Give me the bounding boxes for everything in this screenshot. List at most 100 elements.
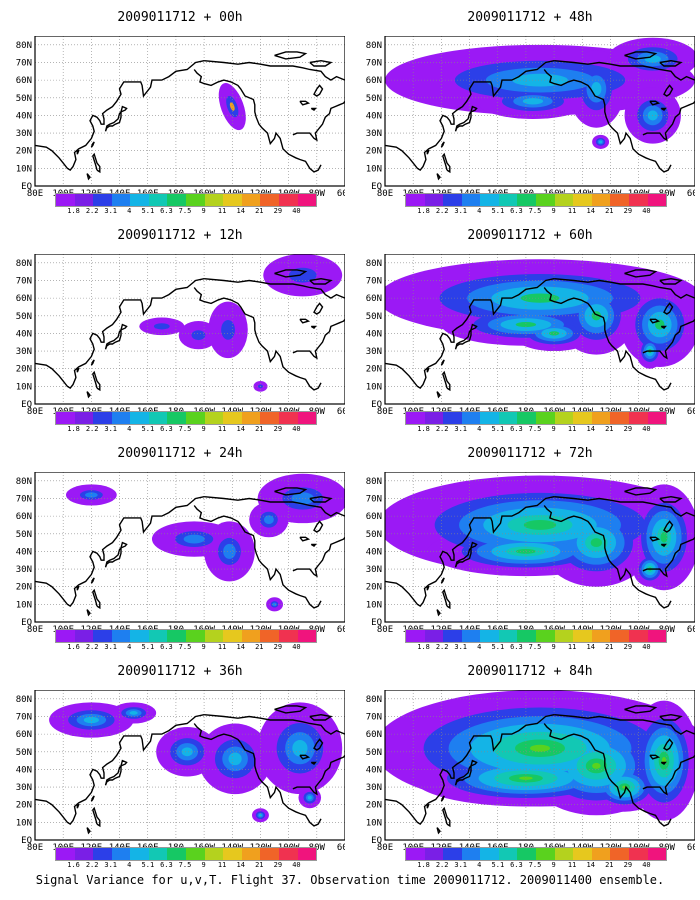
- colorbar-swatch: [647, 630, 667, 642]
- colorbar-swatch: [186, 848, 205, 860]
- coastline: [86, 609, 91, 617]
- coastline: [642, 754, 695, 796]
- colorbar-swatch: [223, 412, 242, 424]
- colorbar-tick-label: 29: [623, 643, 633, 651]
- colorbar-ticks: 1.8 2.2 3.1 4 5.1 6.3 7.5 9 11 14 21 29 40: [405, 643, 665, 653]
- coastline: [309, 59, 333, 67]
- longitude-label: 100W: [278, 843, 300, 850]
- coastline: [76, 367, 80, 373]
- coastline: [86, 173, 91, 181]
- latitude-label: 60N: [16, 76, 32, 86]
- field-contour: [530, 744, 550, 752]
- coastline: [35, 496, 205, 608]
- colorbar-swatch: [406, 848, 425, 860]
- coastline: [313, 738, 324, 751]
- colorbar-ticks: 1.6 2.2 3.1 4 5.1 6.3 7.5 9 11 14 21 29 40: [55, 861, 315, 871]
- coastline: [299, 536, 311, 542]
- colorbar-tick-label: 11: [567, 207, 577, 215]
- coastline: [193, 287, 322, 391]
- colorbar-tick-label: 6.3: [510, 861, 523, 869]
- panel-title: 2009011712 + 36h: [117, 664, 243, 679]
- longitude-label: 60W: [337, 189, 345, 196]
- latitude-label: 40N: [366, 765, 382, 775]
- colorbar-tick-label: 1.8: [417, 643, 430, 651]
- longitude-label: 60W: [337, 625, 345, 632]
- colorbar-tick-label: 9: [551, 643, 556, 651]
- colorbar-tick-label: 21: [605, 643, 614, 651]
- longitude-label: 160E: [487, 843, 509, 850]
- colorbar-swatch: [297, 848, 317, 860]
- longitude-label: 60W: [337, 843, 345, 850]
- latitude-label: 30N: [366, 347, 382, 357]
- panel-title: 2009011712 + 48h: [467, 10, 593, 25]
- latitude-label: 40N: [366, 547, 382, 557]
- coastline: [454, 546, 472, 568]
- longitude-label: 120W: [250, 625, 272, 632]
- longitude-label: 140W: [221, 189, 243, 196]
- latitude-label: 20N: [16, 583, 32, 593]
- colorbar-tick-label: 29: [273, 643, 283, 651]
- coastline: [442, 588, 451, 610]
- map-frame: [34, 254, 345, 405]
- latitude-label: 70N: [16, 712, 32, 722]
- longitude-label: 80E: [377, 843, 393, 850]
- colorbar-tick-label: 9: [201, 861, 206, 869]
- colorbar-ticks: 1.6 2.2 3.1 4 5.1 6.3 7.5 9 11 14 21 29 40: [55, 643, 315, 653]
- field-contour: [288, 267, 317, 283]
- longitude-label: 100E: [52, 189, 74, 196]
- colorbar-swatch: [223, 848, 242, 860]
- coastline: [120, 105, 128, 113]
- colorbar-swatch: [204, 412, 224, 424]
- colorbar-swatch: [278, 412, 298, 424]
- longitude-label: 80W: [309, 843, 326, 850]
- colorbar-swatch: [406, 194, 425, 206]
- longitude-label: 160W: [193, 407, 215, 414]
- coastline: [86, 827, 91, 835]
- coastline: [663, 738, 674, 751]
- longitude-label: 80E: [27, 843, 43, 850]
- field-contour: [272, 602, 277, 607]
- colorbar-swatch: [443, 412, 462, 424]
- colorbar-tick-label: 11: [567, 861, 577, 869]
- field-contour: [229, 102, 235, 111]
- latitude-label: EQ: [371, 182, 382, 192]
- field-contour: [660, 532, 668, 543]
- longitude-label: 140E: [109, 407, 131, 414]
- coastline: [92, 370, 101, 392]
- coastline: [426, 149, 430, 155]
- field-contour: [263, 515, 274, 525]
- latitude-label: 70N: [366, 276, 382, 286]
- field-contour: [519, 776, 533, 780]
- coastline: [554, 496, 695, 517]
- longitude-label: 120W: [250, 189, 272, 196]
- latitude-label: EQ: [371, 400, 382, 410]
- latitude-label: 80N: [366, 477, 382, 487]
- longitude-label: 140E: [109, 843, 131, 850]
- longitude-label: 80E: [27, 625, 43, 632]
- coastline: [554, 278, 695, 299]
- colorbar-tick-label: 1.6: [67, 643, 80, 651]
- longitude-label: 140E: [109, 625, 131, 632]
- colorbar-tick-label: 1.6: [67, 861, 80, 869]
- colorbar-tick-label: 14: [236, 861, 245, 869]
- longitude-label: 120E: [431, 625, 453, 632]
- longitude-label: 80E: [377, 407, 393, 414]
- colorbar-swatch: [628, 630, 648, 642]
- colorbar-swatch: [204, 848, 224, 860]
- longitude-label: 180: [168, 189, 184, 196]
- coastline: [442, 806, 451, 828]
- longitude-label: 180: [168, 407, 184, 414]
- colorbar-swatch: [591, 412, 611, 424]
- colorbar-swatch: [591, 848, 611, 860]
- map-panel: 2009011712 + 60h 80N 70N 60N 50N 40N 30N 20N 10N…: [365, 228, 695, 438]
- colorbar-tick-label: 14: [586, 861, 595, 869]
- colorbar-swatch: [647, 848, 667, 860]
- colorbar-ticks: 1.8 2.2 3.1 4 5.1 6.3 7.5 9 11 14 21 29 40: [55, 425, 315, 435]
- field-contour: [221, 320, 235, 340]
- coastline: [204, 496, 345, 517]
- coastline: [659, 59, 683, 67]
- map-frame: [34, 472, 345, 623]
- colorbar-swatch: [610, 630, 629, 642]
- coastline: [310, 761, 317, 766]
- colorbar-tick-label: 7.5: [178, 861, 192, 869]
